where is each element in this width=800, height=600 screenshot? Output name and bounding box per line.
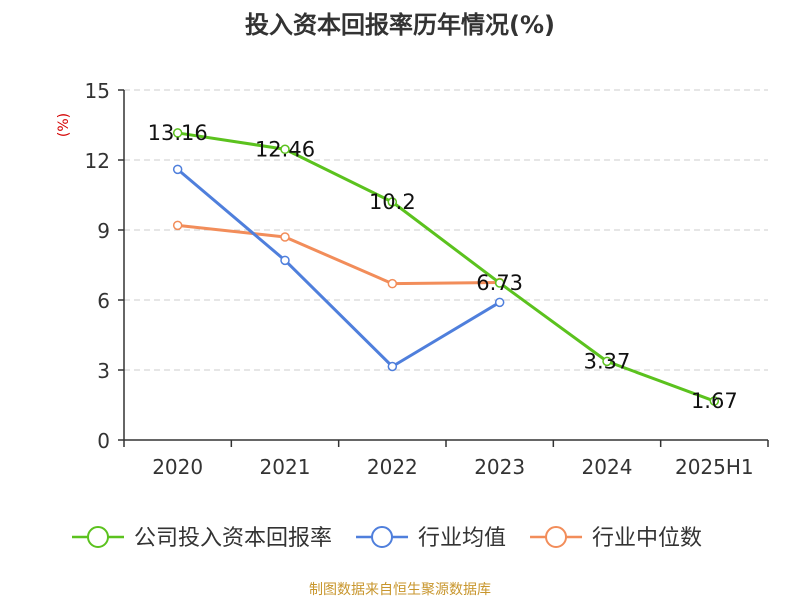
series-0 bbox=[172, 128, 720, 406]
data-point[interactable] bbox=[280, 255, 290, 266]
series-2 bbox=[172, 220, 505, 289]
y-tick-label: 6 bbox=[97, 289, 110, 313]
series-line bbox=[177, 131, 715, 403]
data-point[interactable] bbox=[280, 232, 290, 242]
data-label: 10.2 bbox=[369, 190, 416, 214]
x-tick-label: 2021 bbox=[260, 455, 311, 479]
source-note: 制图数据来自恒生聚源数据库 bbox=[309, 582, 491, 598]
data-point[interactable] bbox=[387, 361, 398, 372]
data-label: 3.37 bbox=[584, 349, 631, 373]
legend-marker-icon bbox=[87, 526, 109, 548]
data-point[interactable] bbox=[280, 144, 290, 155]
series bbox=[172, 128, 720, 406]
legend-marker-icon bbox=[545, 526, 568, 548]
series-line bbox=[177, 223, 500, 286]
x-tick-label: 2024 bbox=[582, 455, 633, 479]
data-label: 1.67 bbox=[691, 389, 738, 413]
data-point[interactable] bbox=[602, 356, 612, 367]
x-tick-label: 2025H1 bbox=[675, 455, 754, 479]
data-label: 6.73 bbox=[476, 271, 523, 295]
legend-item-2[interactable]: 行业中位数 bbox=[530, 526, 702, 551]
data-point[interactable] bbox=[709, 396, 720, 406]
y-tick-label: 15 bbox=[85, 79, 110, 103]
legend-label: 行业中位数 bbox=[592, 526, 702, 551]
y-tick-label: 3 bbox=[97, 359, 110, 383]
series-1 bbox=[172, 164, 505, 372]
legend-item-0[interactable]: 公司投入资本回报率 bbox=[72, 526, 332, 551]
data-labels: 13.16 12.46 10.2 6.73 3.37 1.67 bbox=[148, 121, 738, 413]
data-point[interactable] bbox=[172, 164, 183, 175]
y-tick-label: 0 bbox=[97, 429, 110, 453]
data-label: 13.16 bbox=[148, 121, 208, 145]
legend[interactable]: 公司投入资本回报率 行业均值 行业中位数 bbox=[72, 526, 702, 551]
y-tick-label: 9 bbox=[97, 219, 110, 243]
x-tick-label: 2020 bbox=[152, 455, 203, 479]
data-point[interactable] bbox=[387, 197, 398, 207]
legend-label: 公司投入资本回报率 bbox=[134, 526, 332, 551]
data-label: 12.46 bbox=[255, 137, 315, 161]
data-point[interactable] bbox=[172, 128, 183, 138]
legend-item-1[interactable]: 行业均值 bbox=[356, 526, 506, 551]
axes: 0 3 6 9 12 15 2020 2021 2022 2023 2024 2025H1 bbox=[85, 79, 769, 479]
y-axis-label: (%) bbox=[56, 113, 72, 137]
data-point[interactable] bbox=[494, 278, 505, 288]
data-point[interactable] bbox=[494, 297, 505, 308]
data-point[interactable] bbox=[172, 220, 183, 231]
grid bbox=[124, 89, 768, 371]
legend-marker-icon bbox=[371, 526, 394, 548]
y-tick-label: 12 bbox=[85, 149, 110, 173]
data-point[interactable] bbox=[387, 278, 398, 289]
x-tick-label: 2023 bbox=[474, 455, 525, 479]
series-line bbox=[176, 168, 501, 368]
chart-title: 投入资本回报率历年情况(%) bbox=[245, 11, 555, 39]
legend-label: 行业均值 bbox=[418, 526, 506, 551]
x-tick-label: 2022 bbox=[367, 455, 418, 479]
